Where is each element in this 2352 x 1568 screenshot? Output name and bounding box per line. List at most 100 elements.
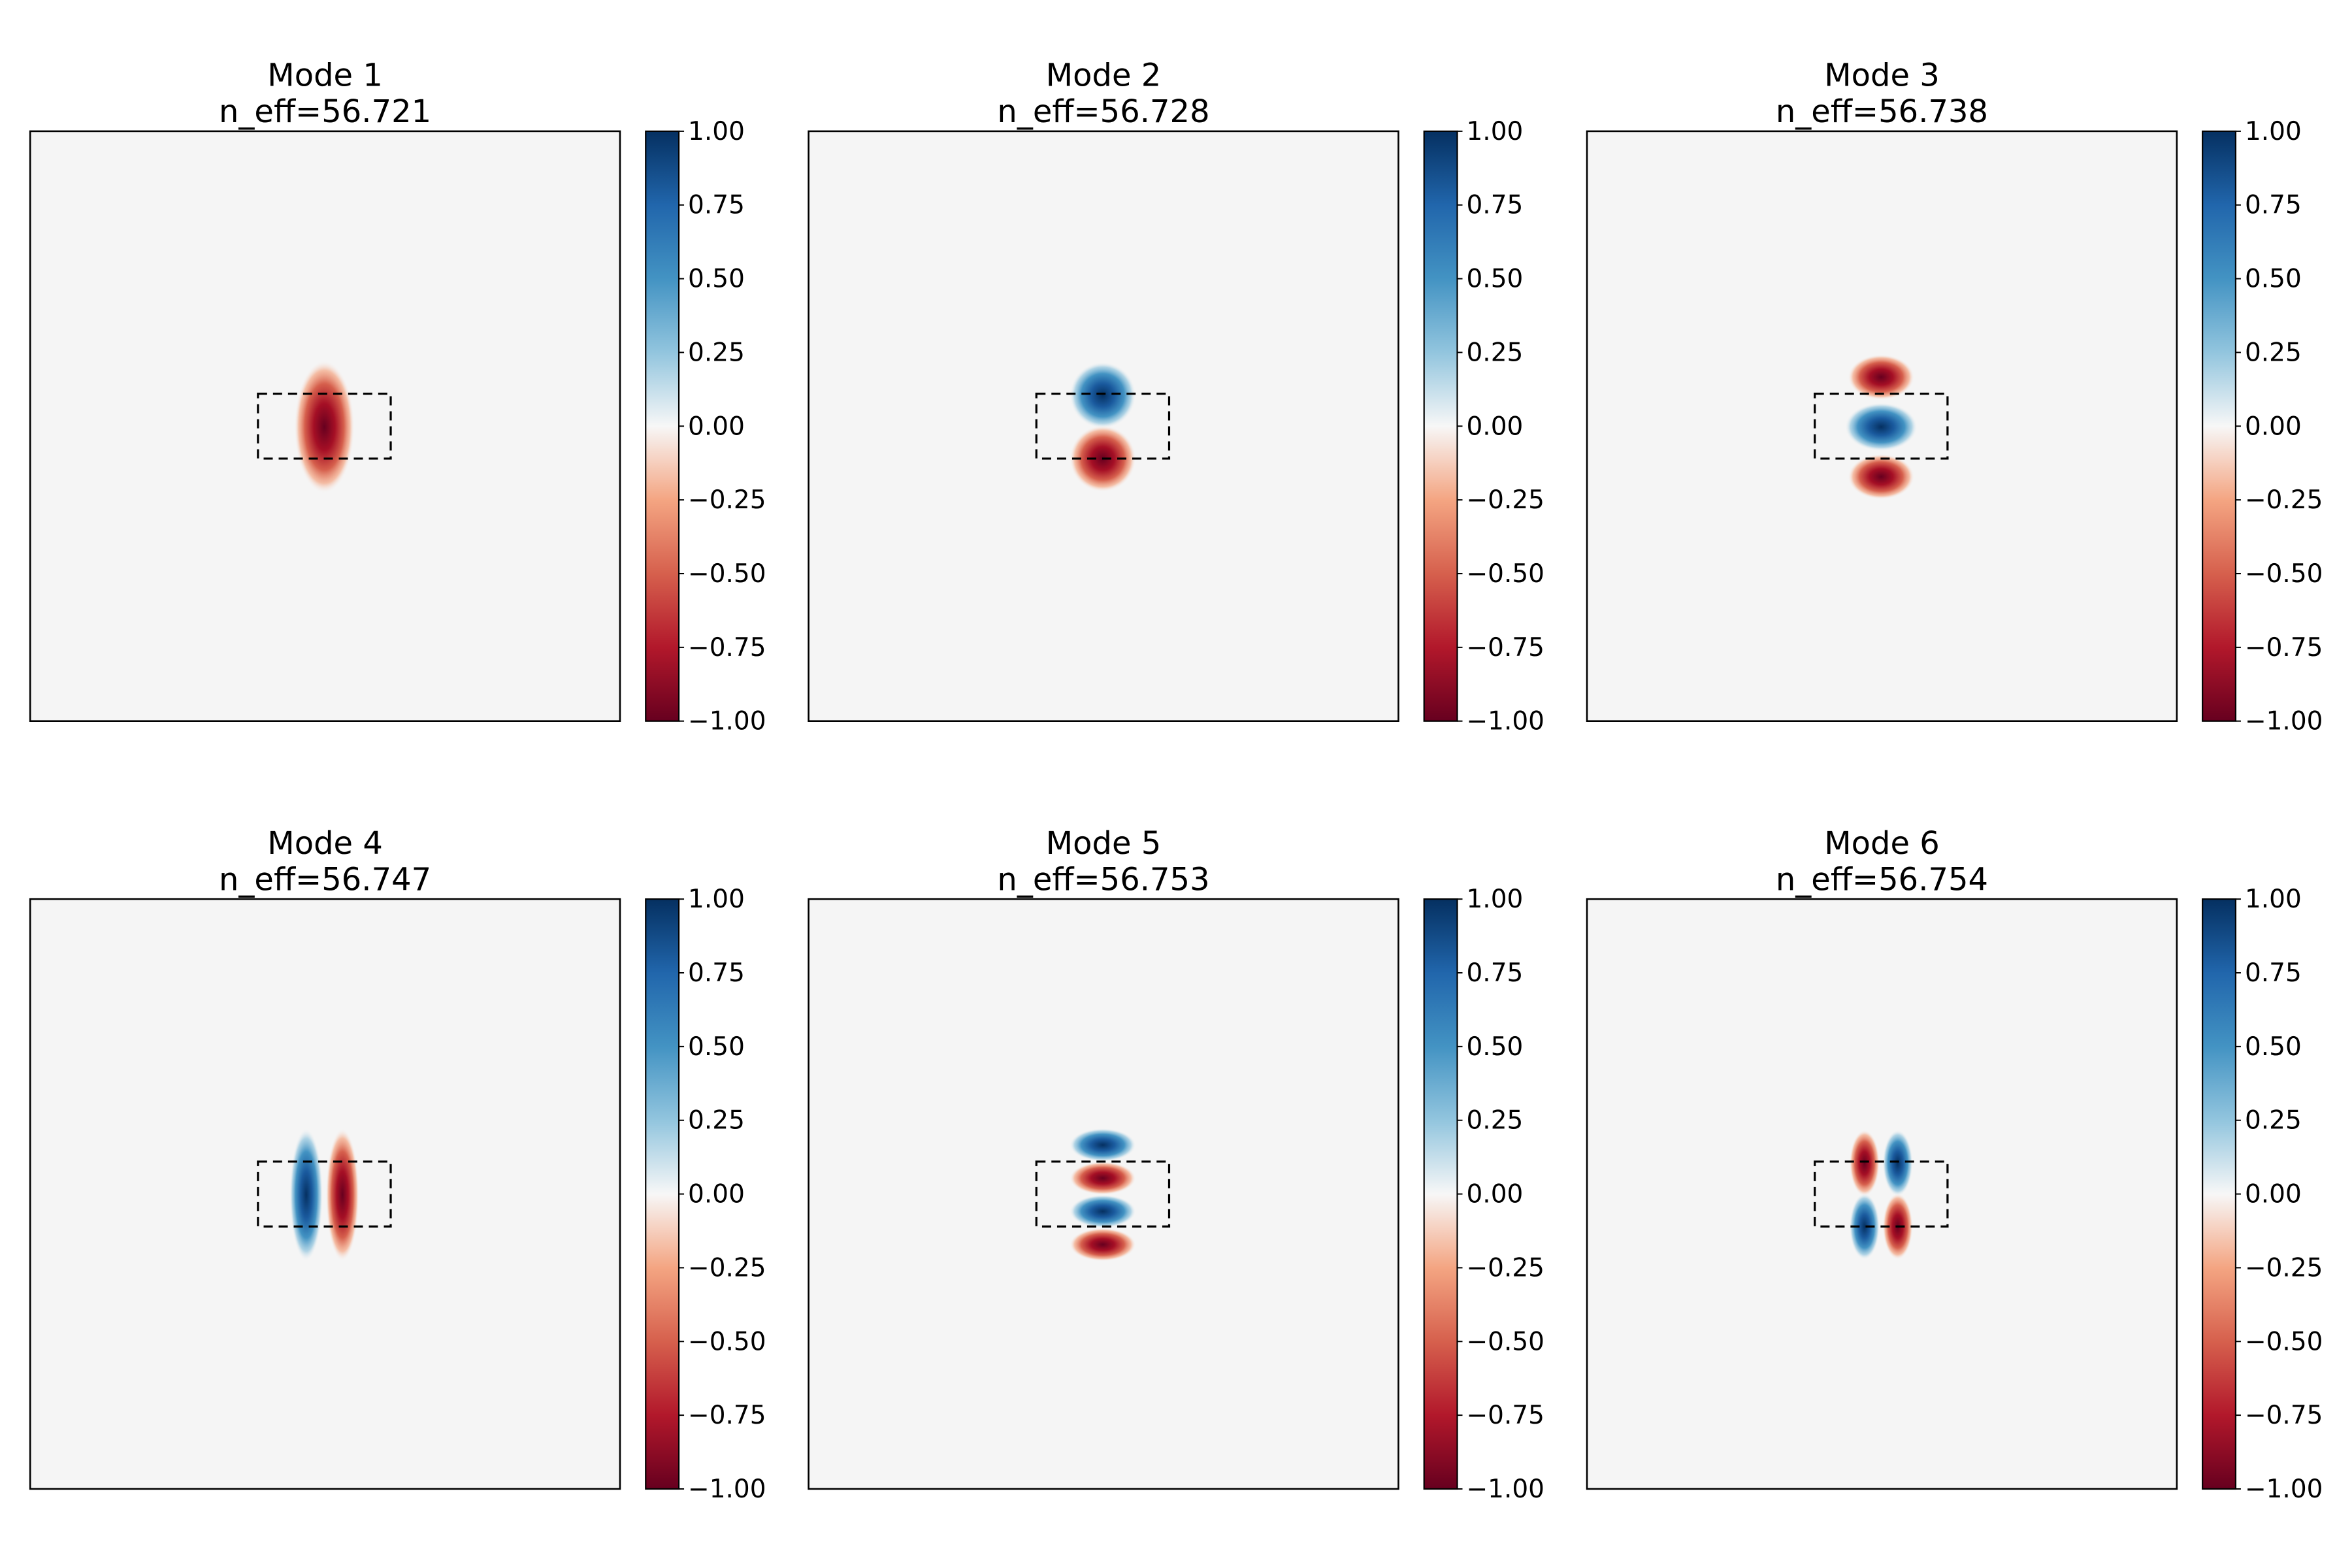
- colorbar-tick-label: 0.25: [2245, 338, 2302, 367]
- colorbar-tick-label: 0.50: [688, 265, 745, 294]
- panel-title: Mode 2: [1046, 57, 1162, 94]
- colorbar-tick-label: −0.25: [688, 485, 766, 515]
- panel-frame: [808, 130, 1399, 723]
- panel-subtitle: n_eff=56.728: [997, 93, 1209, 130]
- colorbar-tick-label: 0.00: [1466, 1180, 1523, 1209]
- colorbar: 1.00 0.75 0.50 0.25 0.00 −0.25 −0.50 −0.75 −1.00: [2202, 885, 2323, 1504]
- colorbar-tick-label: −1.00: [1466, 1475, 1544, 1504]
- waveguide-core-outline: [1814, 1160, 1949, 1228]
- waveguide-core-outline: [1035, 1160, 1171, 1228]
- panel-subtitle: n_eff=56.754: [1776, 861, 1988, 898]
- colorbar-tick-label: −0.25: [1466, 1253, 1544, 1282]
- panel-subtitle: n_eff=56.738: [1776, 93, 1988, 130]
- mode-panel-5: Mode 5n_eff=56.753 1.00 0.75 0.50 0.25 0.00 −0…: [808, 825, 1544, 1504]
- colorbar-tick-label: −1.00: [688, 1475, 766, 1504]
- colorbar-tick-label: −0.25: [1466, 485, 1544, 515]
- colorbar-tick-label: −0.25: [688, 1253, 766, 1282]
- panel-title: Mode 5: [1046, 825, 1162, 862]
- mode-panel-3: Mode 3n_eff=56.738 1.00 0.75 0.50 0.25 0.00 −0…: [1586, 57, 2323, 736]
- colorbar-tick-label: −0.50: [688, 1327, 766, 1356]
- colorbar-tick-label: −0.75: [2245, 1401, 2323, 1430]
- colorbar-tick-label: −1.00: [2245, 1475, 2323, 1504]
- panel-frame: [29, 898, 621, 1490]
- colorbar-tick-label: 0.25: [1466, 338, 1523, 367]
- panel-frame: [1586, 130, 2178, 723]
- colorbar-tick-label: −0.25: [2245, 1253, 2323, 1282]
- colorbar-tick-label: 0.00: [2245, 412, 2302, 441]
- colorbar: 1.00 0.75 0.50 0.25 0.00 −0.25 −0.50 −0.75 −1.00: [1423, 885, 1544, 1504]
- mode-panel-6: Mode 6n_eff=56.754 1.00 0.75 0.50 0.25 0.00 −0…: [1586, 825, 2323, 1504]
- colorbar-gradient: [1424, 131, 1458, 721]
- positive-lobe-3: [1070, 1194, 1136, 1228]
- positive-lobe-2: [1882, 1130, 1913, 1197]
- colorbar-gradient: [645, 131, 679, 721]
- colorbar-tick-label: −0.50: [1466, 559, 1544, 589]
- colorbar-tick-label: 1.00: [1466, 885, 1523, 914]
- colorbar-tick-label: 0.00: [688, 1180, 745, 1209]
- negative-lobe-1: [294, 360, 355, 494]
- positive-lobe-3: [1849, 1193, 1880, 1260]
- colorbar-tick-label: 0.50: [688, 1032, 745, 1062]
- mode-panel-1: Mode 1n_eff=56.721 1.00 0.75 0.50 0.25 0.00 −0…: [29, 57, 766, 736]
- colorbar-tick-label: 0.25: [688, 338, 745, 367]
- panel-subtitle: n_eff=56.721: [219, 93, 431, 130]
- colorbar-tick-label: 0.75: [2245, 191, 2302, 220]
- colorbar-tick-label: −0.50: [2245, 1327, 2323, 1356]
- colorbar-gradient: [645, 899, 679, 1489]
- colorbar-tick-label: 0.50: [1466, 265, 1523, 294]
- panel-title: Mode 4: [267, 825, 383, 862]
- colorbar-tick-label: 0.00: [1466, 412, 1523, 441]
- colorbar-tick-label: −1.00: [1466, 707, 1544, 736]
- waveguide-core-outline: [1035, 393, 1171, 460]
- negative-lobe-4: [1070, 1228, 1136, 1262]
- waveguide-core-outline: [257, 393, 392, 460]
- panel-title: Mode 6: [1824, 825, 1940, 862]
- heatmap-field: [1587, 899, 2177, 1489]
- colorbar-tick-label: 0.50: [1466, 1032, 1523, 1062]
- colorbar-tick-label: −0.50: [688, 559, 766, 589]
- negative-lobe-2: [325, 1128, 359, 1262]
- colorbar-tick-label: −0.75: [688, 1401, 766, 1430]
- panel-subtitle: n_eff=56.753: [997, 861, 1209, 898]
- colorbar-tick-label: −1.00: [688, 707, 766, 736]
- colorbar-tick-label: 0.50: [2245, 1032, 2302, 1062]
- colorbar-tick-label: −0.50: [1466, 1327, 1544, 1356]
- mode-panel-4: Mode 4n_eff=56.747 1.00 0.75 0.50 0.25 0.00 −0…: [29, 825, 766, 1504]
- panel-frame: [29, 130, 621, 723]
- colorbar-tick-label: −0.75: [1466, 633, 1544, 662]
- positive-lobe-1: [1070, 362, 1136, 429]
- positive-lobe-1: [1070, 1128, 1136, 1162]
- colorbar-tick-label: 0.25: [2245, 1106, 2302, 1135]
- colorbar-tick-label: 0.50: [2245, 265, 2302, 294]
- positive-lobe-2: [1844, 402, 1918, 451]
- panel-title: Mode 3: [1824, 57, 1940, 94]
- panel-title: Mode 1: [267, 57, 383, 94]
- colorbar-tick-label: −0.75: [1466, 1401, 1544, 1430]
- colorbar-tick-label: 1.00: [688, 117, 745, 146]
- colorbar-tick-label: 1.00: [2245, 117, 2302, 146]
- colorbar: 1.00 0.75 0.50 0.25 0.00 −0.25 −0.50 −0.75 −1.00: [645, 885, 766, 1504]
- colorbar-tick-label: −1.00: [2245, 707, 2323, 736]
- panel-subtitle: n_eff=56.747: [219, 861, 431, 898]
- negative-lobe-1: [1848, 354, 1915, 400]
- colorbar-tick-label: 0.75: [1466, 958, 1523, 988]
- colorbar-tick-label: 0.00: [688, 412, 745, 441]
- colorbar-tick-label: 0.75: [2245, 958, 2302, 988]
- colorbar-tick-label: 1.00: [1466, 117, 1523, 146]
- colorbar-tick-label: 1.00: [688, 885, 745, 914]
- colorbar-tick-label: −0.50: [2245, 559, 2323, 589]
- colorbar-tick-label: 0.75: [688, 958, 745, 988]
- colorbar-gradient: [1424, 899, 1458, 1489]
- colorbar-tick-label: 0.75: [688, 191, 745, 220]
- colorbar: 1.00 0.75 0.50 0.25 0.00 −0.25 −0.50 −0.75 −1.00: [2202, 117, 2323, 736]
- negative-lobe-1: [1849, 1130, 1880, 1197]
- colorbar: 1.00 0.75 0.50 0.25 0.00 −0.25 −0.50 −0.75 −1.00: [1423, 117, 1544, 736]
- heatmap-field: [30, 899, 620, 1489]
- positive-lobe-1: [289, 1128, 323, 1262]
- colorbar: 1.00 0.75 0.50 0.25 0.00 −0.25 −0.50 −0.75 −1.00: [645, 117, 766, 736]
- colorbar-tick-label: 0.75: [1466, 191, 1523, 220]
- waveguide-core-outline: [1814, 393, 1949, 460]
- negative-lobe-3: [1848, 454, 1915, 500]
- colorbar-gradient: [2202, 131, 2236, 721]
